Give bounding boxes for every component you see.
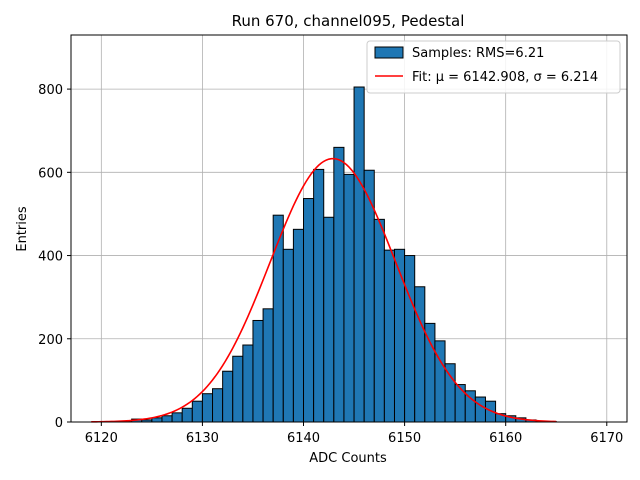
x-axis-label: ADC Counts (309, 451, 387, 466)
histogram-bar (191, 400, 203, 423)
histogram-bar (383, 249, 395, 423)
histogram-bar (282, 248, 294, 423)
histogram-bar (201, 393, 214, 423)
legend: Samples: RMS=6.21 Fit: μ = 6142.908, σ =… (366, 40, 621, 94)
histogram-bar (222, 370, 234, 423)
x-tick-label-0: 6120 (85, 431, 118, 446)
histogram-bar (151, 417, 163, 423)
histogram-bar (474, 396, 486, 423)
histogram-bar (171, 412, 183, 423)
histogram-bar (343, 173, 355, 423)
legend-fit-label: Fit: μ = 6142.908, σ = 6.214 (412, 70, 598, 85)
histogram-bar (414, 286, 426, 423)
histogram-bar (373, 218, 385, 423)
histogram-bar (212, 388, 224, 423)
plot-frame (70, 34, 628, 423)
y-tick-label-0: 0 (55, 416, 63, 431)
x-tick-label-2: 6140 (287, 431, 320, 446)
x-tick-label-1: 6130 (186, 431, 219, 446)
x-tick-label-3: 6150 (388, 431, 421, 446)
histogram-bar (323, 216, 335, 423)
histogram-bar (333, 146, 345, 423)
histogram-bar (161, 415, 173, 423)
histogram-bar (313, 168, 325, 423)
y-tick-label-2: 400 (38, 250, 63, 265)
legend-box (366, 40, 621, 94)
x-tick-label-4: 6160 (489, 431, 522, 446)
histogram-bar (292, 228, 305, 423)
histogram-bar (181, 407, 193, 423)
histogram-bar (404, 255, 416, 423)
histogram-bar (242, 344, 254, 423)
histogram-bar (303, 198, 315, 423)
histogram-bar (252, 319, 264, 423)
histogram-bar (262, 308, 274, 423)
histogram-bar (444, 363, 456, 423)
y-axis-ticks: 0 200 400 600 800 (38, 83, 71, 431)
fit-curve (91, 157, 557, 423)
histogram-bar (232, 355, 244, 423)
legend-histogram-label: Samples: RMS=6.21 (412, 46, 544, 61)
y-axis-label: Entries (15, 206, 30, 252)
x-axis-ticks: 6120 6130 6140 6150 6160 6170 (85, 422, 623, 446)
legend-histogram-swatch (374, 46, 404, 59)
histogram-bar (393, 248, 406, 423)
y-tick-label-4: 800 (38, 83, 63, 98)
histogram-bars (110, 86, 557, 423)
chart-title: Run 670, channel095, Pedestal (232, 12, 465, 30)
histogram-bar (353, 86, 365, 423)
histogram-bar (454, 384, 466, 423)
x-tick-label-5: 6170 (590, 431, 623, 446)
histogram-bar (424, 322, 436, 423)
y-tick-label-3: 600 (38, 166, 63, 181)
histogram-bar (272, 214, 284, 423)
y-tick-label-1: 200 (38, 333, 63, 348)
